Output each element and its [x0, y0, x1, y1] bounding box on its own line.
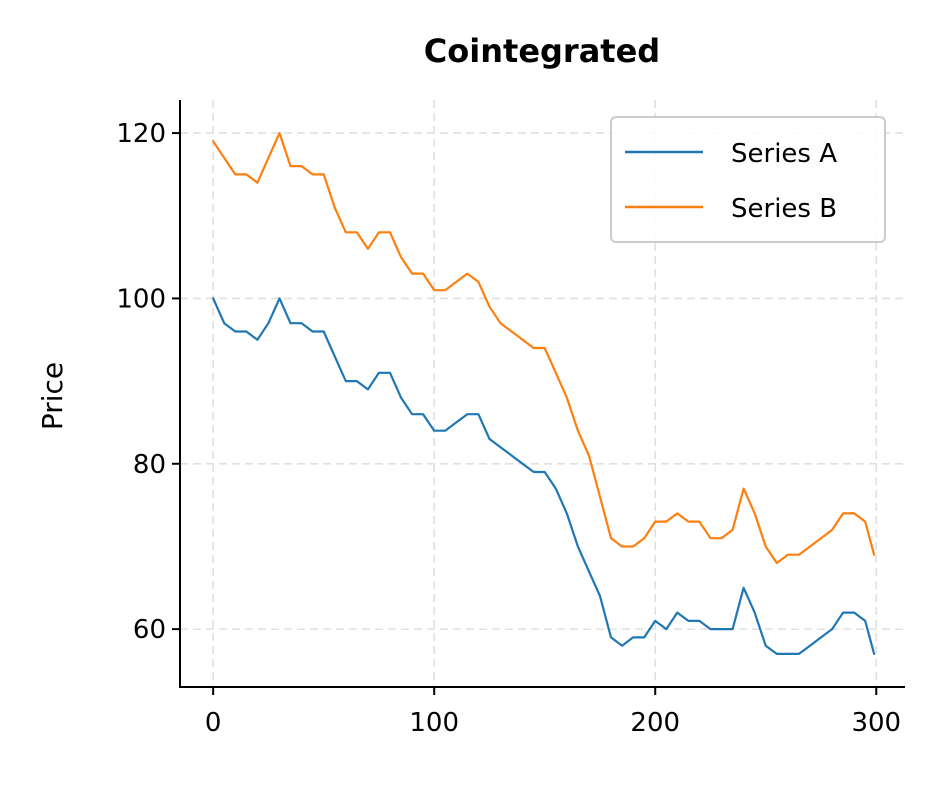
tick-layer: 0 100 200 300 60 80 100 120: [116, 119, 901, 738]
x-tick-label: 200: [630, 708, 680, 738]
x-tick-label: 0: [205, 708, 222, 738]
legend-box: [610, 116, 886, 243]
y-tick-label: 100: [116, 284, 166, 314]
x-tick-label: 300: [851, 708, 901, 738]
y-tick-label: 80: [133, 450, 166, 480]
series-line-series-a: [212, 297, 876, 655]
chart-title: Cointegrated: [424, 32, 660, 70]
series-line-series-b: [212, 132, 876, 565]
series-layer: [212, 132, 876, 655]
y-tick-label: 120: [116, 119, 166, 149]
legend-label-series-a: Series A: [731, 139, 837, 169]
axis-layer: [179, 100, 905, 688]
legend: Series A Series B: [610, 116, 886, 243]
x-tick-label: 100: [409, 708, 459, 738]
legend-label-series-b: Series B: [731, 194, 837, 224]
y-tick-label: 60: [133, 615, 166, 645]
y-axis-title: Price: [36, 362, 69, 430]
